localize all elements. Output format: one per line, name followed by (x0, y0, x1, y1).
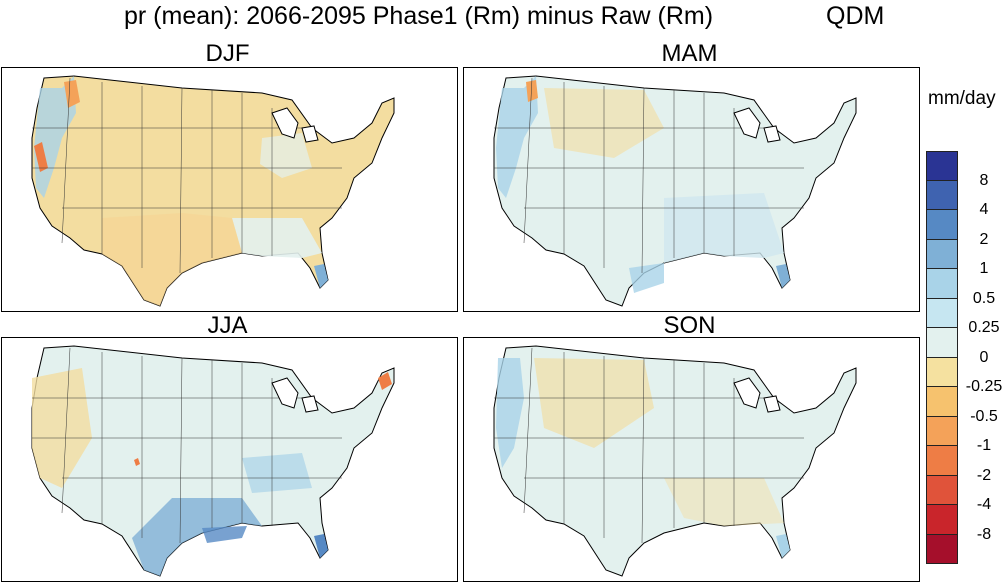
colorbar-swatch (926, 239, 958, 269)
us-map-son (493, 345, 857, 577)
colorbar-swatch (926, 505, 958, 535)
colorbar-swatch (926, 328, 958, 358)
us-map-djf (31, 75, 395, 307)
colorbar-swatch (926, 475, 958, 505)
colorbar-swatch (926, 210, 958, 240)
colorbar-tick-label: 0 (979, 348, 989, 366)
figure-title-text: pr (mean): 2066-2095 Phase1 (Rm) minus R… (124, 2, 714, 30)
colorbar-tick-label: -0.5 (970, 407, 998, 425)
colorbar-tick-label: -2 (976, 466, 992, 484)
panel-title-mam: MAM (661, 40, 718, 67)
colorbar-swatch (926, 357, 958, 387)
colorbar-tick-label: 1 (979, 260, 989, 277)
colorbar-swatch (926, 298, 958, 328)
colorbar-swatch (926, 416, 958, 446)
map-panel-mam (463, 67, 920, 312)
panel-title-djf: DJF (205, 40, 250, 67)
map-panel-djf (1, 67, 458, 312)
colorbar-tick-label: -8 (976, 525, 992, 543)
colorbar-tick-label: 0.5 (972, 289, 996, 307)
colorbar-tick-label: 0.25 (968, 319, 1000, 336)
colorbar-tick-label: -4 (976, 496, 992, 513)
colorbar-swatch (926, 180, 958, 210)
colorbar-tick-label: 4 (979, 201, 989, 218)
us-map-mam (493, 75, 857, 307)
method-label: QDM (826, 2, 885, 30)
colorbar-swatch (926, 269, 958, 299)
colorbar-swatch (926, 446, 958, 476)
colorbar-tick-label: -1 (976, 437, 992, 454)
colorbar-units: mm/day (928, 88, 996, 109)
map-panel-son (463, 337, 920, 582)
colorbar-swatch (926, 151, 958, 181)
colorbar-tick-label: -0.25 (965, 378, 1003, 395)
colorbar-swatch (926, 387, 958, 417)
colorbar-tick-label: 2 (979, 230, 989, 248)
colorbar-tick-label: 8 (979, 171, 989, 189)
us-map-jja (31, 345, 395, 577)
map-panel-jja (1, 337, 458, 582)
panel-title-jja: JJA (207, 312, 248, 339)
colorbar-swatch (926, 534, 958, 564)
colorbar (926, 151, 958, 564)
panel-title-son: SON (663, 312, 716, 339)
